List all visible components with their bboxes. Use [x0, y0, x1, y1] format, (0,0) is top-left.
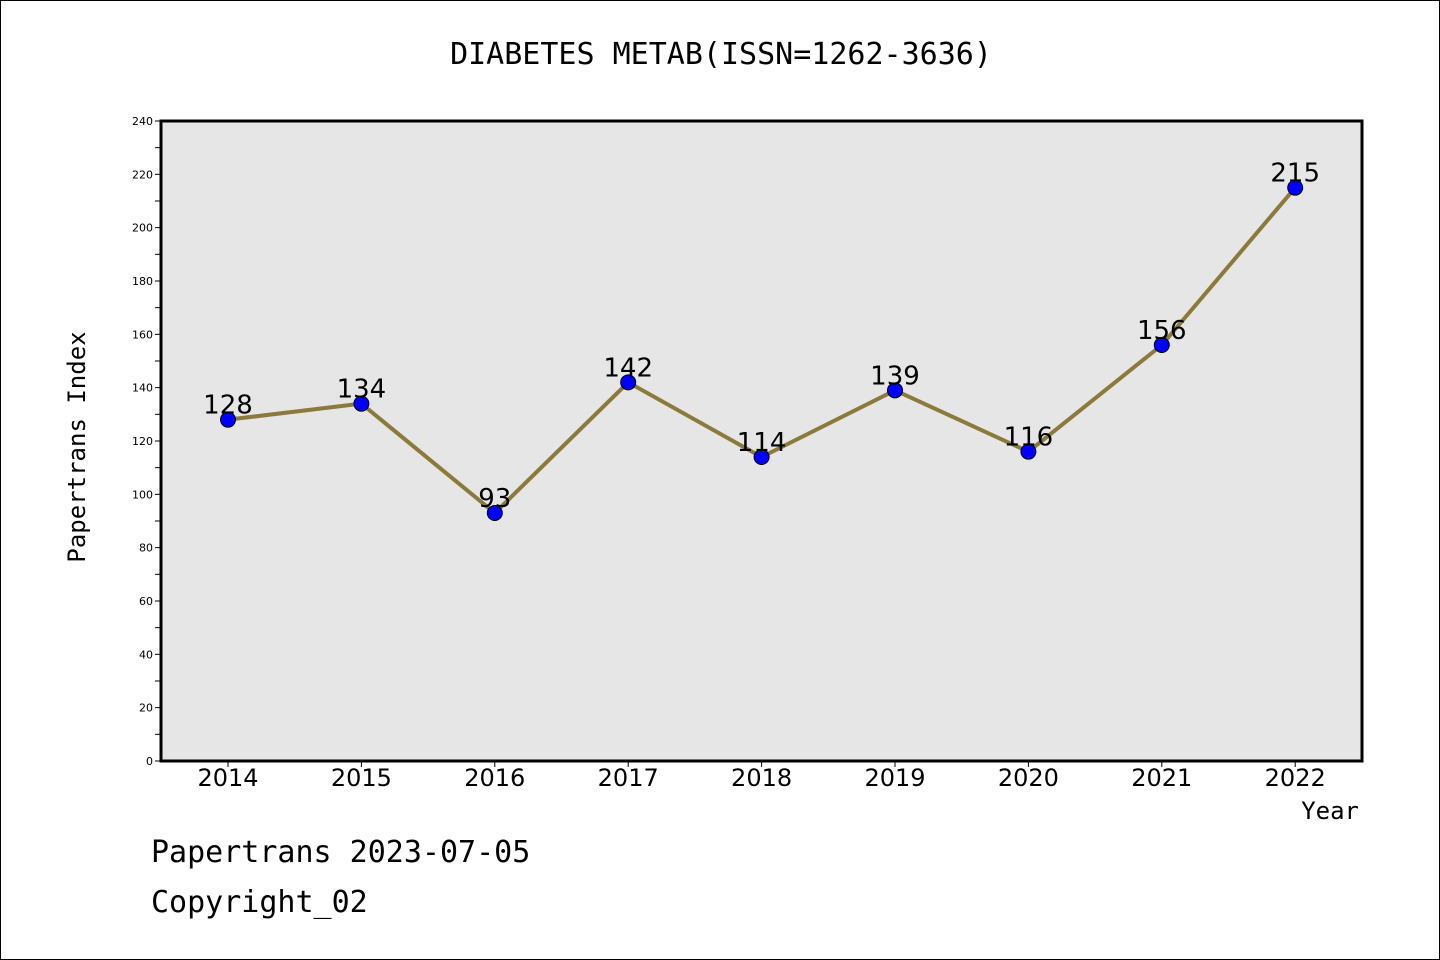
x-tick-label: 2021: [1131, 764, 1192, 792]
data-label: 116: [1004, 423, 1054, 453]
y-tick-label: 160: [132, 328, 153, 341]
data-label: 134: [337, 375, 387, 405]
data-point: [1020, 443, 1037, 460]
x-tick-label: 2014: [197, 764, 258, 792]
data-label: 215: [1270, 159, 1320, 189]
y-tick-label: 60: [139, 595, 153, 608]
y-tick-label: 120: [132, 435, 153, 448]
data-label: 139: [870, 361, 920, 391]
data-point: [353, 395, 370, 412]
x-tick-label: 2017: [598, 764, 659, 792]
data-label: 128: [203, 391, 253, 421]
plot-area: [161, 121, 1362, 761]
data-point: [486, 505, 503, 521]
footer-date: Papertrans 2023-07-05: [151, 835, 531, 870]
chart-title: DIABETES METAB(ISSN=1262-3636): [450, 37, 992, 72]
data-point: [753, 449, 770, 465]
y-tick-label: 20: [139, 702, 153, 715]
data-point: [620, 374, 637, 391]
data-label: 156: [1137, 316, 1187, 346]
data-label: 142: [603, 353, 653, 383]
y-tick-label: 40: [139, 648, 153, 661]
data-label: 93: [478, 484, 511, 514]
plot-frame: [159, 119, 1364, 763]
x-tick-label: 2020: [998, 764, 1059, 792]
y-tick-label: 80: [139, 542, 153, 555]
x-axis-label: Year: [1301, 797, 1359, 825]
y-tick-label: 0: [146, 755, 153, 768]
data-point: [1287, 179, 1304, 196]
y-tick-label: 180: [132, 275, 153, 288]
y-tick-label: 240: [132, 115, 153, 128]
y-tick-label: 200: [132, 222, 153, 235]
x-tick-label: 2019: [864, 764, 925, 792]
data-label: 114: [737, 428, 787, 458]
data-point: [220, 411, 236, 428]
y-tick-label: 140: [132, 382, 153, 395]
x-tick-label: 2016: [464, 764, 525, 792]
y-tick-label: 220: [132, 168, 153, 181]
y-tick-label: 100: [132, 488, 153, 501]
data-point: [887, 382, 903, 399]
x-tick-label: 2015: [331, 764, 392, 792]
x-tick-label: 2018: [731, 764, 792, 792]
footer-copyright: Copyright_02: [151, 885, 368, 920]
x-tick-label: 2022: [1265, 764, 1326, 792]
data-point: [1153, 337, 1170, 353]
